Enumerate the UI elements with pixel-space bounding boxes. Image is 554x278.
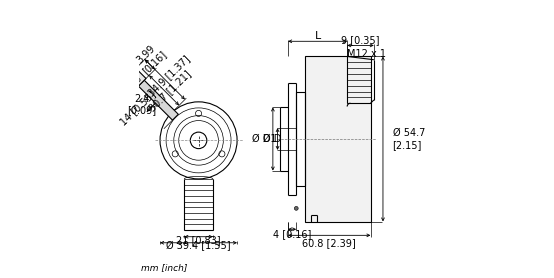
Text: Ø 39.4 [1.55]: Ø 39.4 [1.55] (166, 241, 231, 251)
Text: M12 x 1: M12 x 1 (347, 49, 386, 59)
Text: 3.99
[0.16]: 3.99 [0.16] (132, 41, 168, 76)
Polygon shape (138, 80, 178, 120)
Text: mm [inch]: mm [inch] (141, 264, 187, 272)
Circle shape (135, 76, 138, 80)
Bar (305, 56, 371, 222)
Text: 34.9 [1.37]: 34.9 [1.37] (146, 53, 192, 98)
Text: 30.7 [1.21]: 30.7 [1.21] (147, 68, 192, 113)
Polygon shape (126, 68, 146, 88)
Text: L: L (315, 31, 321, 41)
Text: 60.8 [2.39]: 60.8 [2.39] (302, 239, 356, 249)
Circle shape (136, 78, 140, 82)
Circle shape (132, 74, 136, 78)
Text: Ø D1: Ø D1 (252, 134, 276, 144)
Text: Ø D: Ø D (263, 134, 282, 144)
Circle shape (294, 207, 298, 210)
Text: 9 [0.35]: 9 [0.35] (341, 36, 380, 46)
Text: Ø 54.7
[2.15]: Ø 54.7 [2.15] (393, 128, 425, 150)
Text: 21 [0.83]: 21 [0.83] (176, 235, 221, 245)
Text: 4 [0.16]: 4 [0.16] (273, 229, 311, 239)
Text: 2.4
[0.09]: 2.4 [0.09] (127, 94, 157, 115)
Text: 14 [0.55]: 14 [0.55] (118, 89, 157, 127)
